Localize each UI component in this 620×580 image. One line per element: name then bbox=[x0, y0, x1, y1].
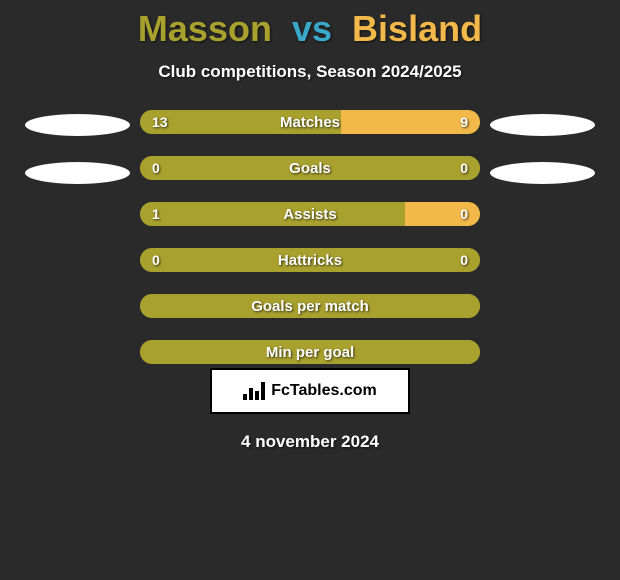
stat-bar: Assists10 bbox=[140, 202, 480, 226]
stat-value-left: 13 bbox=[152, 110, 168, 134]
stat-bar-left-fill bbox=[140, 294, 480, 318]
subtitle: Club competitions, Season 2024/2025 bbox=[158, 62, 461, 82]
badge-text: FcTables.com bbox=[271, 382, 377, 400]
stat-bar-left-fill bbox=[140, 156, 480, 180]
stat-value-left: 0 bbox=[152, 248, 160, 272]
stat-value-right: 0 bbox=[460, 202, 468, 226]
stat-value-left: 0 bbox=[152, 156, 160, 180]
chart-area: Matches139Goals00Assists10Hattricks00Goa… bbox=[0, 110, 620, 364]
stat-value-right: 0 bbox=[460, 248, 468, 272]
player-left-name: Masson bbox=[138, 8, 272, 49]
stat-bar-left-fill bbox=[140, 248, 480, 272]
left-side-column bbox=[20, 110, 135, 184]
stat-bar: Min per goal bbox=[140, 340, 480, 364]
stat-value-right: 0 bbox=[460, 156, 468, 180]
fctables-badge: FcTables.com bbox=[210, 368, 410, 414]
date-text: 4 november 2024 bbox=[241, 432, 379, 452]
stat-value-right: 9 bbox=[460, 110, 468, 134]
stat-value-left: 1 bbox=[152, 202, 160, 226]
decorative-ellipse bbox=[490, 114, 595, 136]
decorative-ellipse bbox=[490, 162, 595, 184]
stat-bar-left-fill bbox=[140, 340, 480, 364]
stat-bar: Matches139 bbox=[140, 110, 480, 134]
stat-bar-right-fill bbox=[405, 202, 480, 226]
stat-bar-left-fill bbox=[140, 202, 405, 226]
decorative-ellipse bbox=[25, 162, 130, 184]
stats-bars: Matches139Goals00Assists10Hattricks00Goa… bbox=[135, 110, 485, 364]
stat-bar: Hattricks00 bbox=[140, 248, 480, 272]
stat-bar: Goals per match bbox=[140, 294, 480, 318]
stat-bar: Goals00 bbox=[140, 156, 480, 180]
right-side-column bbox=[485, 110, 600, 184]
comparison-widget: Masson vs Bisland Club competitions, Sea… bbox=[0, 0, 620, 580]
decorative-ellipse bbox=[25, 114, 130, 136]
stat-bar-left-fill bbox=[140, 110, 341, 134]
title-vs: vs bbox=[292, 8, 332, 49]
title: Masson vs Bisland bbox=[138, 8, 482, 50]
player-right-name: Bisland bbox=[352, 8, 482, 49]
bars-icon bbox=[243, 382, 265, 400]
